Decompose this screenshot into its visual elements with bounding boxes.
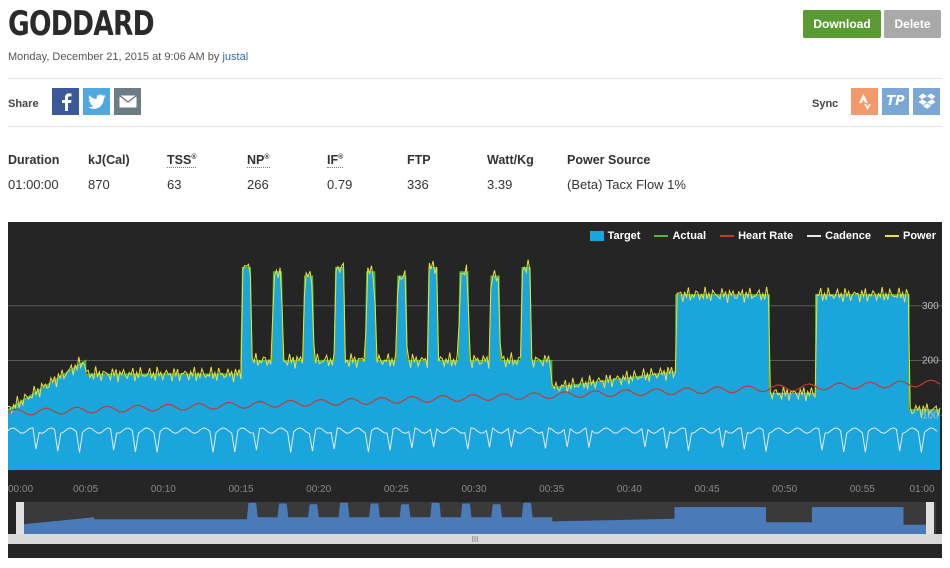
legend-swatch bbox=[720, 235, 735, 237]
navigator-handle-right bbox=[926, 502, 934, 534]
y-tick-label: 300 bbox=[922, 301, 939, 312]
stat-label: Watt/Kg bbox=[487, 153, 534, 167]
activity-date: Monday, December 21, 2015 at 9:06 AM bbox=[8, 51, 205, 63]
strava-icon[interactable] bbox=[851, 88, 878, 115]
stat-value: 63 bbox=[167, 177, 182, 192]
cadence-line bbox=[8, 427, 938, 453]
stat-kj: kJ(Cal) 870 bbox=[88, 151, 130, 192]
stat-duration: Duration 01:00:00 bbox=[8, 151, 60, 192]
scrollbar-track bbox=[8, 534, 942, 544]
activity-subtitle: Monday, December 21, 2015 at 9:06 AM by … bbox=[8, 51, 248, 63]
legend-label: Target bbox=[607, 230, 641, 242]
x-tick-label: 00:20 bbox=[306, 484, 331, 495]
stat-value: 0.79 bbox=[327, 177, 353, 192]
trainingpeaks-icon[interactable]: TP bbox=[882, 88, 909, 115]
legend-item-actual[interactable]: Actual bbox=[654, 230, 706, 242]
legend-label: Actual bbox=[672, 230, 707, 242]
x-tick-label: 00:30 bbox=[461, 484, 486, 495]
facebook-icon[interactable] bbox=[52, 88, 79, 115]
stat-value: 336 bbox=[407, 177, 429, 192]
actual-line bbox=[8, 266, 940, 411]
x-tick-label: 00:40 bbox=[617, 484, 642, 495]
target-area bbox=[8, 267, 940, 470]
author-link[interactable]: justal bbox=[222, 51, 249, 63]
email-icon[interactable] bbox=[114, 88, 141, 115]
legend-swatch bbox=[884, 235, 899, 237]
stat-tss: TSS® 63 bbox=[167, 151, 197, 192]
stat-watt-kg: Watt/Kg 3.39 bbox=[487, 151, 534, 192]
twitter-icon[interactable] bbox=[83, 88, 110, 115]
x-tick-label: 00:50 bbox=[772, 484, 797, 495]
stat-value: 870 bbox=[88, 177, 110, 192]
legend-item-target[interactable]: Target bbox=[589, 230, 641, 242]
power-line bbox=[8, 259, 941, 418]
legend-label: Power bbox=[902, 230, 936, 242]
legend-label: Heart Rate bbox=[738, 230, 794, 242]
x-tick-label: 00:00 bbox=[8, 484, 33, 495]
stat-ftp: FTP 336 bbox=[407, 151, 431, 192]
activity-title: GODDARD bbox=[8, 4, 155, 44]
divider bbox=[8, 126, 942, 127]
stat-value: 3.39 bbox=[487, 177, 513, 192]
x-tick-label: 00:10 bbox=[151, 484, 176, 495]
y-tick-label: 100 bbox=[922, 410, 939, 421]
stat-value: 266 bbox=[247, 177, 269, 192]
x-tick-label: 00:35 bbox=[539, 484, 564, 495]
legend-item-heart-rate[interactable]: Heart Rate bbox=[720, 230, 793, 242]
stat-label[interactable]: NP® bbox=[247, 153, 270, 168]
stat-label: Duration bbox=[8, 153, 60, 167]
power-chart[interactable]: 300 200 100 00:00 00:05 00:10 00:15 00:20 00:25 0… bbox=[8, 222, 942, 558]
delete-button[interactable]: Delete bbox=[884, 10, 941, 38]
navigator-handle-left bbox=[16, 502, 24, 534]
stat-label: Power Source bbox=[567, 153, 651, 167]
legend-label: Cadence bbox=[825, 230, 871, 242]
x-tick-label: 00:15 bbox=[228, 484, 253, 495]
legend-swatch bbox=[654, 235, 669, 237]
y-tick-label: 200 bbox=[922, 356, 939, 367]
dropbox-icon[interactable] bbox=[913, 88, 940, 115]
stat-if: IF® 0.79 bbox=[327, 151, 352, 192]
legend-swatch bbox=[589, 231, 604, 241]
stat-label: FTP bbox=[407, 153, 431, 167]
legend-item-power[interactable]: Power bbox=[884, 230, 936, 242]
x-tick-label: 01:00 bbox=[909, 484, 934, 495]
x-tick-label: 00:05 bbox=[73, 484, 98, 495]
divider bbox=[8, 78, 942, 79]
x-tick-label: 00:55 bbox=[850, 484, 875, 495]
x-tick-label: 00:25 bbox=[384, 484, 409, 495]
heart-rate-line bbox=[8, 379, 941, 416]
chart-plot[interactable]: 300 200 100 00:00 00:05 00:10 00:15 00:20 00:25 0… bbox=[8, 222, 942, 558]
download-button[interactable]: Download bbox=[803, 10, 881, 38]
x-tick-label: 00:45 bbox=[694, 484, 719, 495]
stat-power-source: Power Source (Beta) Tacx Flow 1% bbox=[567, 151, 686, 192]
stat-np: NP® 266 bbox=[247, 151, 270, 192]
stat-label: kJ(Cal) bbox=[88, 153, 130, 167]
stat-label[interactable]: IF® bbox=[327, 153, 344, 168]
scrollbar-grip: III bbox=[472, 535, 479, 544]
stat-value: 01:00:00 bbox=[8, 177, 59, 192]
chart-legend: Target Actual Heart Rate Cadence Power bbox=[589, 230, 936, 242]
stat-label[interactable]: TSS® bbox=[167, 153, 197, 168]
legend-item-cadence[interactable]: Cadence bbox=[807, 230, 871, 242]
navigator-area bbox=[18, 502, 934, 534]
by-text: by bbox=[207, 51, 220, 63]
stat-value: (Beta) Tacx Flow 1% bbox=[567, 177, 686, 192]
legend-swatch bbox=[807, 235, 822, 237]
sync-label: Sync bbox=[812, 98, 839, 110]
share-label: Share bbox=[8, 98, 39, 110]
